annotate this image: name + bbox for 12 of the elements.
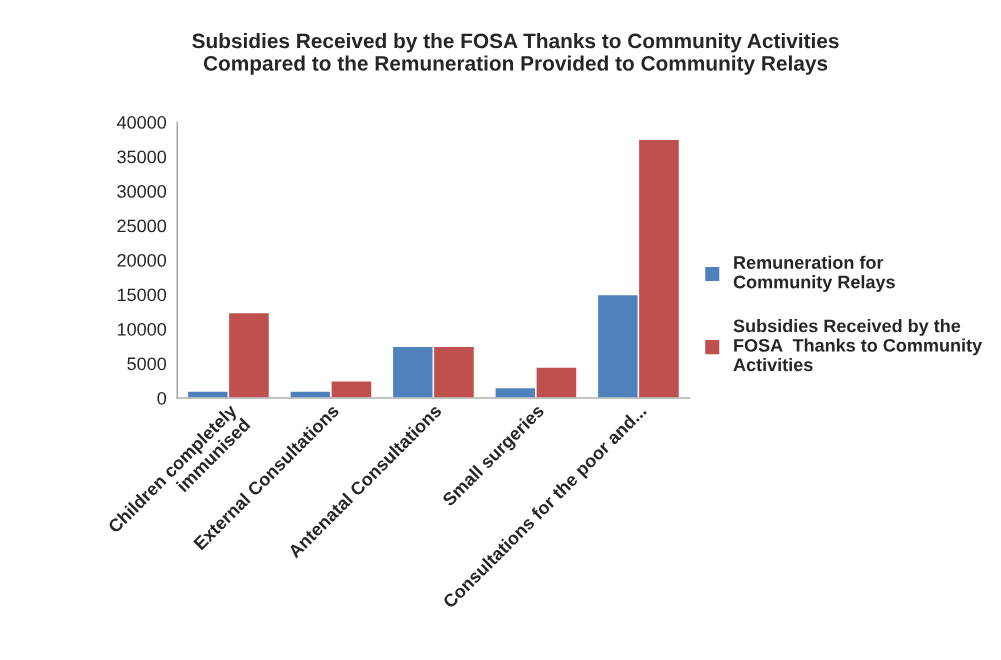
y-tick-label: 0 — [157, 391, 167, 405]
y-tick-label: 5000 — [127, 357, 167, 371]
legend-label: Remuneration for Community Relays — [733, 255, 895, 292]
y-tick-label: 10000 — [117, 322, 167, 336]
y-tick-label: 40000 — [116, 116, 167, 129]
legend-label: Subsidies Received by the FOSA Thanks to Community Activities — [733, 319, 983, 372]
y-tick-label: 15000 — [117, 288, 167, 302]
y-tick-label: 25000 — [117, 219, 167, 233]
y-tick-label: 20000 — [117, 253, 167, 267]
y-tick-label: 30000 — [117, 185, 167, 198]
y-tick-label: 35000 — [117, 150, 167, 164]
chart-title: Subsidies Received by the FOSA Thanks to Community Activities Compared to the Remuneration Provided to Community Relays — [192, 33, 839, 75]
